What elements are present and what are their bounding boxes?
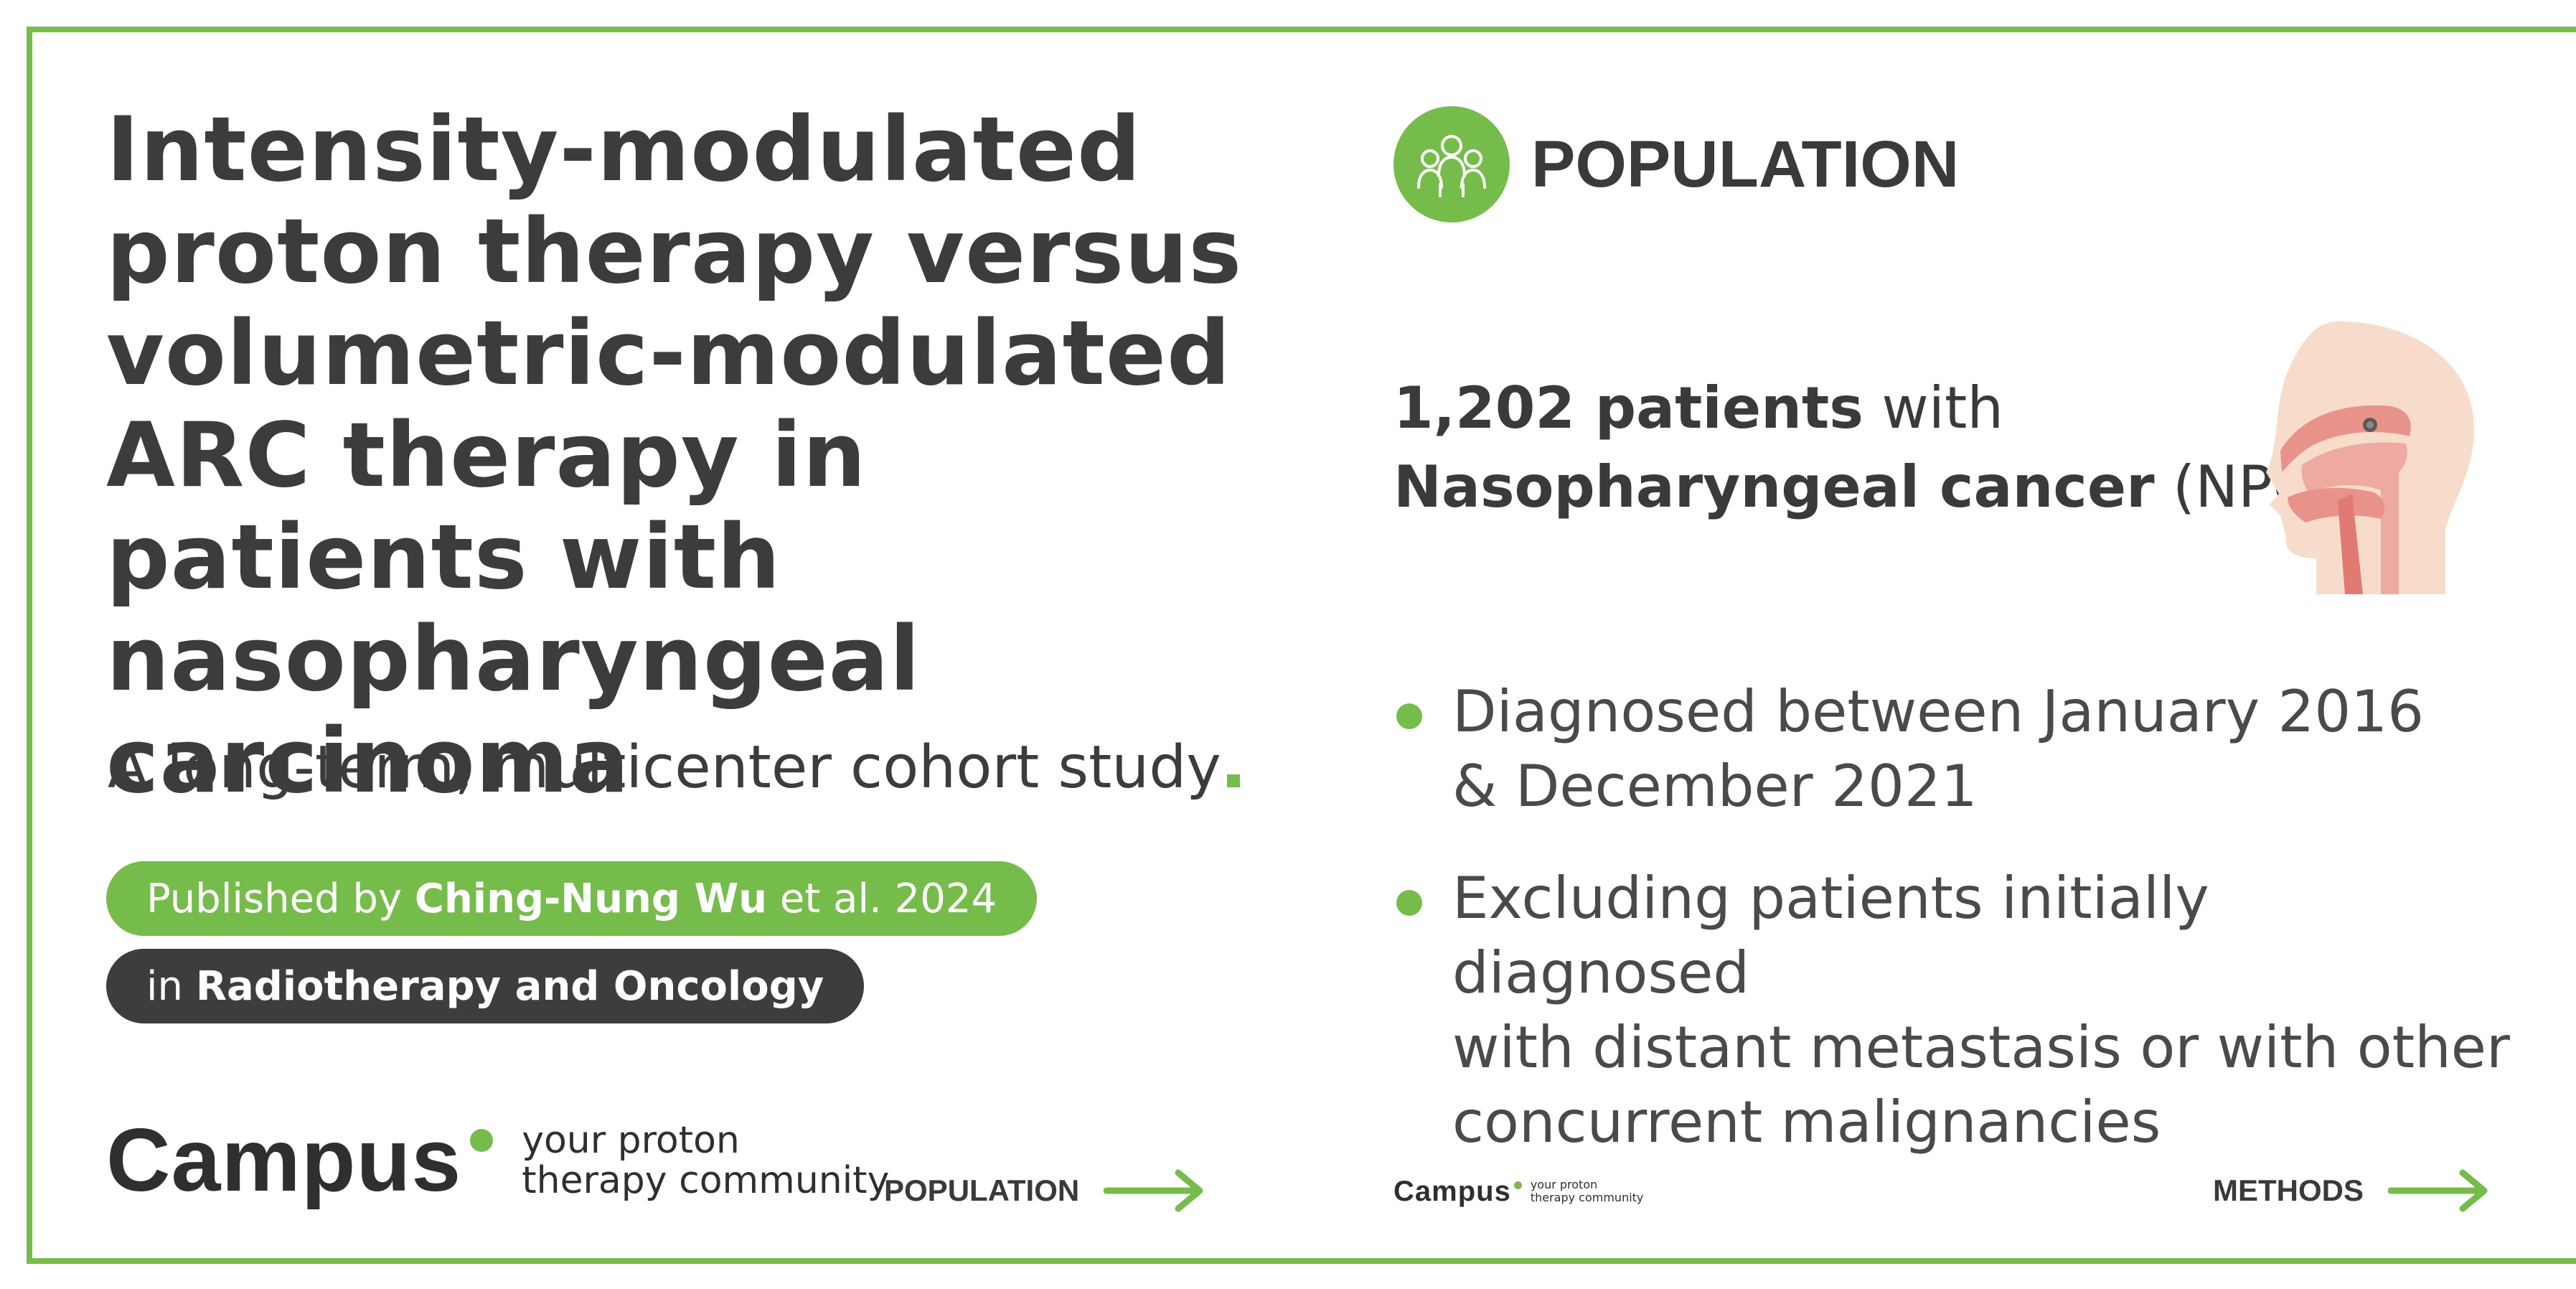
patient-count: 1,202 patients [1393,375,1863,441]
campus-logo-small-tagline: your proton therapy community [1531,1178,1644,1204]
journal-prefix: in [146,962,184,1010]
arrow-right-icon [2388,1169,2488,1212]
next-methods-link[interactable]: METHODS [2213,1168,2490,1213]
campus-small-tagline-line2: therapy community [1530,1191,1644,1204]
campus-logo-small: Campus your proton therapy community [1393,1177,1643,1206]
people-group-icon [1393,106,1510,222]
campus-logo-word: Campus [106,1111,462,1210]
campus-logo-dot [470,1129,494,1152]
frame-border-left [27,27,32,1264]
journal-badge: in Radiotherapy and Oncology [106,949,865,1023]
cohort-summary: 1,202 patients with Nasopharyngeal cancer… [1393,369,2335,527]
bullet-dot [1396,703,1422,729]
frame-border-bottom-right [1286,1258,2576,1264]
published-prefix: Published by [146,875,403,922]
criteria-list: Diagnosed between January 2016 & Decembe… [1393,675,2513,1197]
campus-tagline-line2: therapy community [522,1159,890,1202]
published-author: Ching-Nung Wu [414,875,768,922]
list-item: Excluding patients initially diagnosed w… [1393,861,2513,1160]
paper-title: Intensity-modulated proton therapy versu… [106,98,1243,813]
paper-subtitle: A long-term, multicenter cohort study [108,732,1240,804]
criteria-text: Diagnosed between January 2016 & Decembe… [1452,678,2425,820]
next-population-label: POPULATION [884,1173,1080,1207]
next-methods-label: METHODS [2213,1173,2364,1207]
campus-logo-small-dot [1513,1181,1522,1189]
disease-name: Nasopharyngeal cancer [1393,454,2155,520]
next-population-link[interactable]: POPULATION [884,1168,1205,1213]
campus-tagline-line1: your proton [522,1119,740,1162]
population-title: POPULATION [1531,127,1960,201]
frame-border-top [27,27,2576,32]
patient-count-with: with [1881,375,2004,441]
published-by-badge: Published by Ching-Nung Wu et al. 2024 [106,861,1038,936]
population-header: POPULATION [1393,106,1959,222]
frame-border-bottom-left [27,1258,1286,1264]
journal-name: Radiotherapy and Oncology [195,962,824,1010]
campus-logo-small-word: Campus [1393,1176,1511,1207]
campus-logo: Campus your proton therapy community [106,1116,889,1205]
head-nasopharynx-icon [2237,322,2474,597]
campus-logo-tagline: your proton therapy community [522,1120,889,1201]
paper-subtitle-text: A long-term, multicenter cohort study [108,733,1221,802]
list-item: Diagnosed between January 2016 & Decembe… [1393,675,2513,824]
arrow-right-icon [1104,1169,1203,1212]
bullet-dot [1396,890,1422,916]
published-suffix: et al. 2024 [779,875,997,922]
accent-square [1226,774,1240,787]
criteria-text: Excluding patients initially diagnosed w… [1452,865,2510,1156]
campus-small-tagline-line1: your proton [1530,1178,1598,1191]
